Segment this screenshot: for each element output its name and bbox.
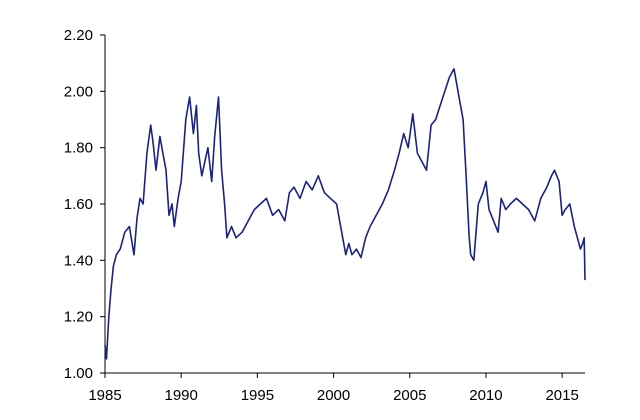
y-tick-label: 1.80 [64,140,93,157]
x-tick-label: 1985 [88,387,121,404]
series-line-0 [104,68,586,360]
y-tick-label: 1.00 [64,365,93,382]
y-tick-label: 2.20 [64,27,93,44]
y-tick-label: 1.60 [64,196,93,213]
x-tick-label: 2010 [469,387,502,404]
axes: 1.00 1.20 1.40 1.60 1.80 2.00 2.20 1985 1990 1995… [64,27,585,404]
series-layer [104,68,586,360]
y-tick-label: 2.00 [64,83,93,100]
y-tick-label: 1.20 [64,309,93,326]
y-tick-label: 1.40 [64,252,93,269]
x-tick-label: 1995 [241,387,274,404]
x-tick-label: 2000 [317,387,350,404]
x-tick-label: 2005 [393,387,426,404]
x-tick-label: 2015 [545,387,578,404]
x-tick-label: 1990 [165,387,198,404]
